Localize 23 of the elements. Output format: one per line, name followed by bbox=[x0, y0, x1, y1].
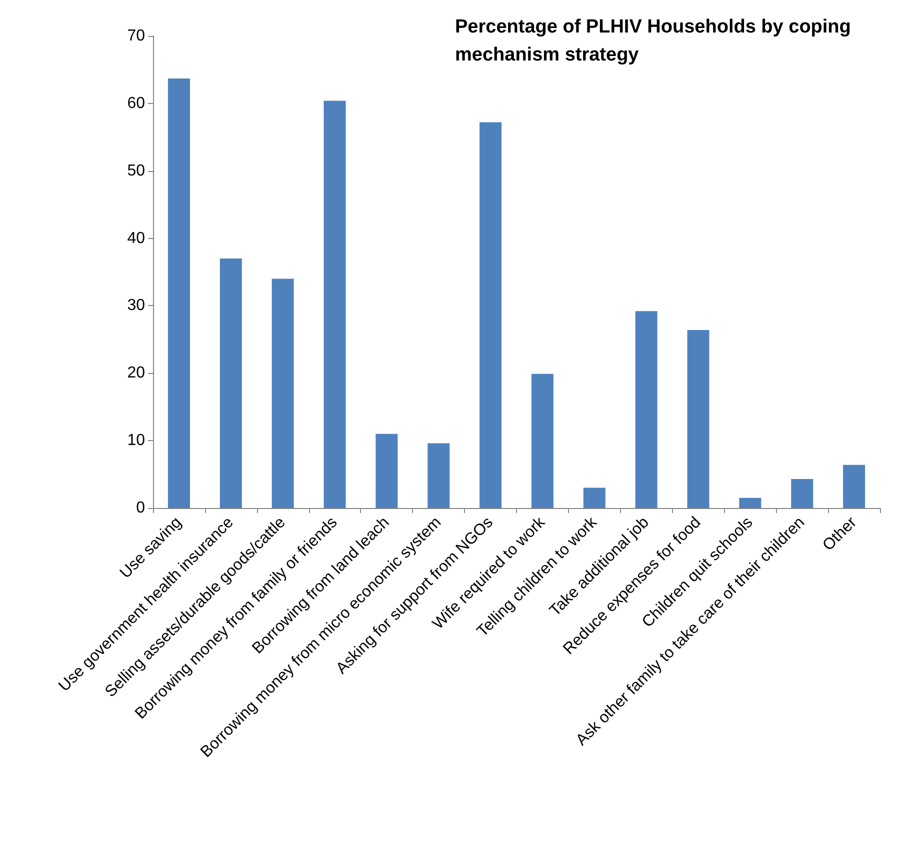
bar bbox=[376, 434, 398, 508]
bar bbox=[220, 258, 242, 508]
y-tick-label: 0 bbox=[136, 500, 146, 516]
y-tick-label: 40 bbox=[127, 230, 146, 247]
bar bbox=[428, 443, 450, 508]
bar bbox=[687, 330, 710, 508]
bar bbox=[324, 100, 346, 508]
bar bbox=[272, 278, 294, 508]
chart-title: Percentage of PLHIV Households by coping mechanism strategy bbox=[455, 16, 856, 66]
y-tick-label: 10 bbox=[127, 432, 146, 450]
bar bbox=[168, 78, 190, 508]
bar bbox=[531, 374, 554, 508]
bar bbox=[843, 464, 866, 508]
y-tick-label: 20 bbox=[127, 364, 146, 382]
y-tick-label: 70 bbox=[127, 28, 146, 44]
bar bbox=[739, 498, 762, 508]
bar bbox=[480, 122, 502, 508]
y-tick-label: 50 bbox=[127, 162, 146, 180]
bar bbox=[583, 488, 606, 508]
y-tick-label: 30 bbox=[127, 297, 146, 314]
y-tick-label: 60 bbox=[127, 94, 146, 112]
bar bbox=[791, 479, 814, 508]
bar bbox=[635, 311, 658, 508]
